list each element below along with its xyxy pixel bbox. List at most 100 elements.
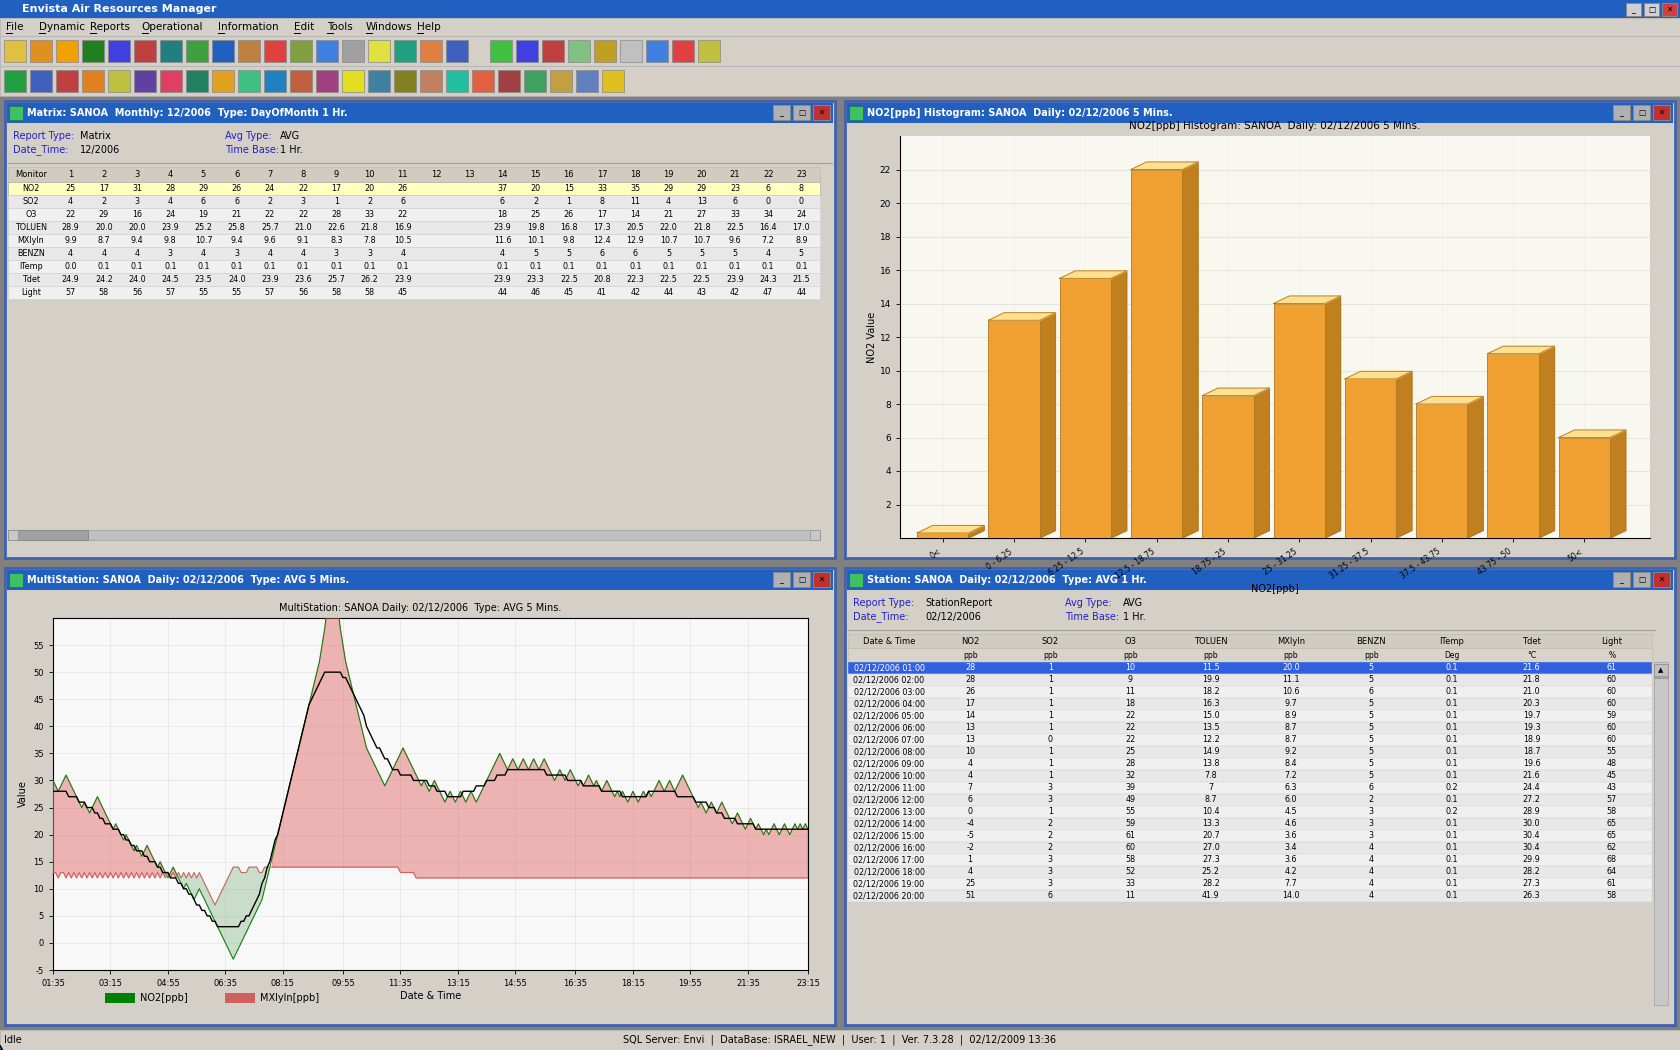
Text: ✕: ✕ [1658, 575, 1665, 584]
Text: 4: 4 [1369, 867, 1374, 877]
Text: 0.1: 0.1 [1445, 796, 1458, 804]
Bar [810, 530, 820, 540]
Text: 21: 21 [664, 210, 674, 219]
Text: BENZN: BENZN [1356, 636, 1386, 646]
Bar [8, 208, 820, 220]
Text: 25: 25 [531, 210, 541, 219]
Text: _: _ [1631, 5, 1635, 14]
Bar [343, 70, 365, 92]
Text: 22.6: 22.6 [328, 223, 344, 232]
Text: 11: 11 [398, 170, 408, 178]
Bar [55, 40, 77, 62]
Bar [848, 674, 1651, 686]
Text: □: □ [798, 575, 805, 584]
Text: Report Type:: Report Type: [13, 131, 74, 141]
Text: 8.7: 8.7 [1285, 735, 1297, 744]
Text: 0.1: 0.1 [197, 262, 210, 271]
Bar [848, 878, 1651, 890]
Text: 31: 31 [133, 184, 143, 193]
Text: 21.8: 21.8 [1522, 675, 1541, 685]
Text: 9.7: 9.7 [1285, 699, 1297, 709]
Text: ▲: ▲ [1658, 667, 1663, 673]
Text: 8.7: 8.7 [1205, 796, 1216, 804]
Bar [491, 40, 512, 62]
Text: 22: 22 [66, 210, 76, 219]
Text: 44: 44 [664, 288, 674, 297]
Bar [848, 722, 1651, 734]
Text: Station: SANOA  Daily: 02/12/2006  Type: AVG 1 Hr.: Station: SANOA Daily: 02/12/2006 Type: A… [867, 575, 1147, 585]
Text: 14: 14 [964, 712, 974, 720]
Text: 02/12/2006 05:00: 02/12/2006 05:00 [853, 712, 924, 720]
Bar [848, 686, 1651, 698]
Text: 4: 4 [501, 249, 506, 258]
Bar [848, 734, 1651, 745]
Text: 58: 58 [1606, 891, 1616, 901]
Text: ppb: ppb [1364, 651, 1379, 659]
Text: 0.1: 0.1 [1445, 772, 1458, 780]
Bar [134, 40, 156, 62]
Text: MXlyln[ppb]: MXlyln[ppb] [260, 993, 319, 1003]
Text: 44: 44 [796, 288, 806, 297]
Text: 4: 4 [168, 197, 173, 206]
Text: 6: 6 [1369, 688, 1374, 696]
Text: 02/12/2006 12:00: 02/12/2006 12:00 [853, 796, 924, 804]
Text: Date_Time:: Date_Time: [13, 145, 69, 155]
Text: SO2: SO2 [24, 197, 39, 206]
Text: 8.7: 8.7 [1285, 723, 1297, 733]
Text: 0.1: 0.1 [496, 262, 509, 271]
Text: 2: 2 [101, 197, 106, 206]
Text: 0: 0 [766, 197, 771, 206]
Bar [186, 70, 208, 92]
Text: _: _ [780, 108, 783, 117]
Text: 28: 28 [331, 210, 341, 219]
Text: 22.0: 22.0 [660, 223, 677, 232]
Bar [0, 0, 1680, 18]
Text: -2: -2 [966, 843, 974, 853]
Text: 27.0: 27.0 [1201, 843, 1220, 853]
Bar [5, 101, 835, 558]
Bar [847, 103, 1673, 123]
Text: 60: 60 [1606, 723, 1616, 733]
Bar [549, 70, 571, 92]
Text: 20.0: 20.0 [96, 223, 113, 232]
Text: 4: 4 [301, 249, 306, 258]
Text: 23.9: 23.9 [494, 275, 511, 284]
Text: 9.6: 9.6 [264, 236, 276, 245]
Text: Windows: Windows [366, 22, 412, 32]
Text: 23.9: 23.9 [260, 275, 279, 284]
Text: 8.4: 8.4 [1285, 759, 1297, 769]
Text: 42: 42 [729, 288, 739, 297]
Text: 62: 62 [1606, 843, 1616, 853]
Text: 10: 10 [964, 748, 974, 756]
Text: 22: 22 [763, 170, 773, 178]
Text: °C: °C [1527, 651, 1536, 659]
Text: 60: 60 [1606, 675, 1616, 685]
Text: Report Type:: Report Type: [853, 598, 914, 608]
Text: 02/12/2006: 02/12/2006 [926, 612, 981, 622]
Text: 4: 4 [968, 759, 973, 769]
Text: 8: 8 [301, 170, 306, 178]
Bar [0, 96, 1680, 1030]
Text: 1: 1 [1048, 807, 1053, 817]
Text: 22: 22 [297, 210, 307, 219]
Text: 22: 22 [297, 184, 307, 193]
Text: 22: 22 [1126, 712, 1136, 720]
Text: 27: 27 [697, 210, 707, 219]
Polygon shape [1131, 162, 1198, 169]
X-axis label: NO2[ppb]: NO2[ppb] [1252, 584, 1299, 594]
Text: 0.1: 0.1 [165, 262, 176, 271]
Text: 21.8: 21.8 [692, 223, 711, 232]
Text: 3.4: 3.4 [1285, 843, 1297, 853]
Text: 35: 35 [630, 184, 640, 193]
Text: 4: 4 [101, 249, 106, 258]
Bar [445, 40, 469, 62]
Text: 4: 4 [69, 249, 74, 258]
Bar [7, 103, 833, 123]
Text: Matrix: SANOA  Monthly: 12/2006  Type: DayOfMonth 1 Hr.: Matrix: SANOA Monthly: 12/2006 Type: Day… [27, 108, 348, 118]
Text: 32: 32 [1126, 772, 1136, 780]
Bar [848, 818, 1651, 830]
Bar [845, 101, 1675, 558]
Text: Date & Time: Date & Time [864, 636, 916, 646]
Bar [1613, 105, 1630, 120]
Text: 65: 65 [1606, 819, 1616, 828]
